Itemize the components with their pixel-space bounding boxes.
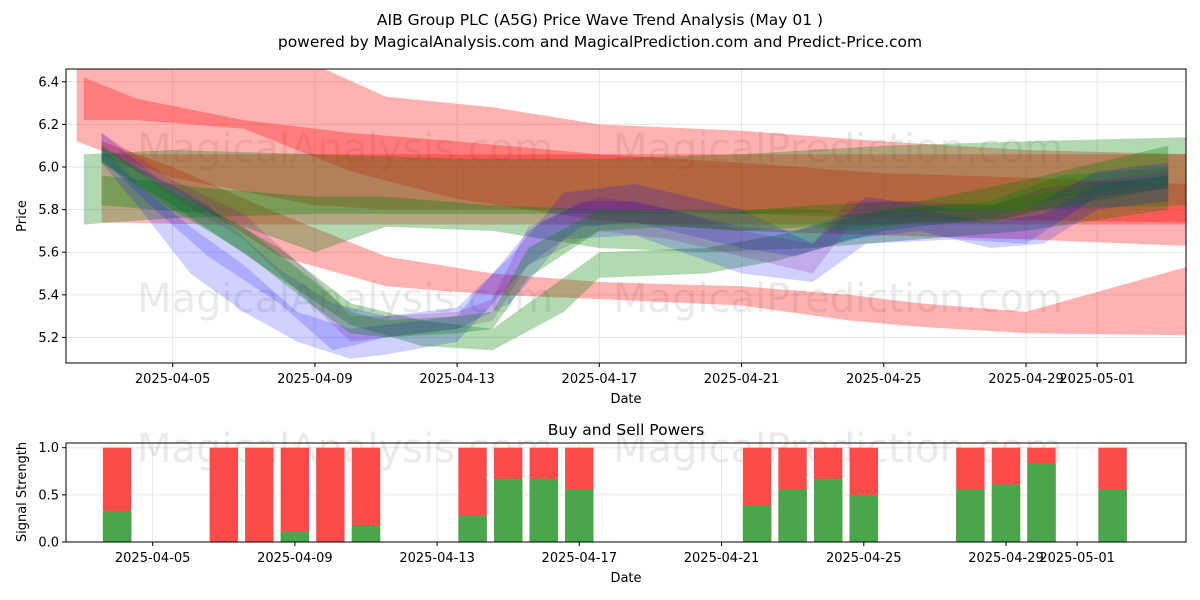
price-grid	[66, 69, 1186, 363]
red-band-lower	[101, 141, 1186, 336]
buy-bar	[1098, 489, 1127, 542]
chart-title-line-1: AIB Group PLC (A5G) Price Wave Trend Ana…	[377, 11, 823, 29]
watermark-analysis-top: MagicalAnalysis.com	[137, 126, 553, 172]
buy-bar	[494, 478, 523, 542]
signal-x-tick-label: 2025-04-29	[968, 551, 1044, 566]
signal-y-tick-label: 1.0	[38, 441, 59, 456]
price-x-tick-label: 2025-05-01	[1059, 372, 1135, 387]
signal-x-tick-label: 2025-04-05	[115, 551, 191, 566]
sell-bar	[316, 447, 345, 542]
green-band-mid	[101, 145, 1169, 253]
price-y-tick-label: 6.0	[38, 161, 59, 176]
signal-x-tick-label: 2025-05-01	[1039, 551, 1115, 566]
signal-x-tick-label: 2025-04-21	[684, 551, 760, 566]
buy-bar	[849, 494, 878, 542]
buy-bar	[956, 489, 985, 542]
signal-y-ticks: 0.0 0.5 1.0	[38, 441, 66, 551]
price-bands	[76, 69, 1186, 359]
buy-bar	[351, 526, 381, 542]
sell-bar	[245, 447, 274, 542]
price-x-tick-label: 2025-04-13	[419, 372, 495, 387]
signal-x-tick-label: 2025-04-17	[542, 551, 618, 566]
signal-x-tick-label: 2025-04-25	[826, 551, 902, 566]
signal-x-ticks: 2025-04-05 2025-04-09 2025-04-13 2025-04-17…	[115, 542, 1115, 566]
signal-x-tick-label: 2025-04-09	[257, 551, 333, 566]
watermark-analysis-bottom: MagicalAnalysis.com	[137, 426, 553, 472]
price-x-tick-label: 2025-04-21	[704, 372, 780, 387]
price-panel: MagicalAnalysis.com MagicalPrediction.co…	[15, 68, 1187, 407]
price-y-tick-label: 5.6	[38, 246, 59, 261]
price-y-tick-label: 5.2	[38, 331, 59, 346]
price-y-tick-label: 5.8	[38, 203, 59, 218]
sell-bar	[209, 447, 238, 542]
buy-bar	[458, 515, 487, 542]
price-x-tick-label: 2025-04-05	[135, 372, 211, 387]
red-band-mid	[83, 77, 1186, 246]
price-x-tick-label: 2025-04-29	[988, 372, 1064, 387]
buy-bar	[102, 510, 132, 542]
brown-band	[101, 154, 1186, 225]
price-y-tick-label: 6.4	[38, 75, 59, 90]
signal-y-tick-label: 0.0	[38, 536, 59, 551]
watermark-prediction-top: MagicalPrediction.com	[613, 126, 1063, 172]
price-x-tick-label: 2025-04-17	[562, 372, 638, 387]
price-y-axis-label: Price	[15, 200, 30, 232]
signal-bars	[102, 447, 1127, 542]
buy-bar	[814, 478, 843, 542]
signal-frame	[65, 442, 1187, 543]
buy-bar	[1027, 463, 1056, 542]
buy-bar	[742, 505, 772, 542]
watermark-analysis-mid: MagicalAnalysis.com	[137, 276, 553, 322]
watermark-prediction-mid: MagicalPrediction.com	[613, 276, 1063, 322]
signal-x-axis-label: Date	[610, 571, 641, 586]
price-x-axis-label: Date	[610, 392, 641, 407]
buy-bar	[280, 531, 310, 542]
buy-bar	[529, 478, 558, 542]
green-band-wide	[83, 137, 1186, 225]
sell-bar	[280, 447, 310, 542]
buy-bar	[778, 489, 807, 542]
buy-bar	[565, 489, 594, 542]
buy-bar	[991, 484, 1021, 542]
price-x-tick-label: 2025-04-25	[846, 372, 922, 387]
red-band-upper	[76, 69, 1186, 223]
signal-y-axis-label: Signal Strength	[15, 442, 30, 542]
signal-x-tick-label: 2025-04-13	[399, 551, 475, 566]
signal-panel: Buy and Sell Powers MagicalAnalysis.com …	[15, 421, 1187, 586]
price-x-tick-label: 2025-04-09	[277, 372, 353, 387]
price-x-ticks: 2025-04-05 2025-04-09 2025-04-13 2025-04-17…	[135, 363, 1135, 387]
price-y-tick-label: 6.2	[38, 118, 59, 133]
price-frame	[65, 68, 1187, 364]
price-y-tick-label: 5.4	[38, 288, 59, 303]
price-y-ticks: 5.2 5.4 5.6 5.8 6.0 6.2 6.4	[38, 75, 66, 346]
chart-title-line-2: powered by MagicalAnalysis.com and Magic…	[278, 33, 922, 51]
signal-y-tick-label: 0.5	[38, 488, 59, 503]
signal-panel-title: Buy and Sell Powers	[548, 421, 705, 439]
